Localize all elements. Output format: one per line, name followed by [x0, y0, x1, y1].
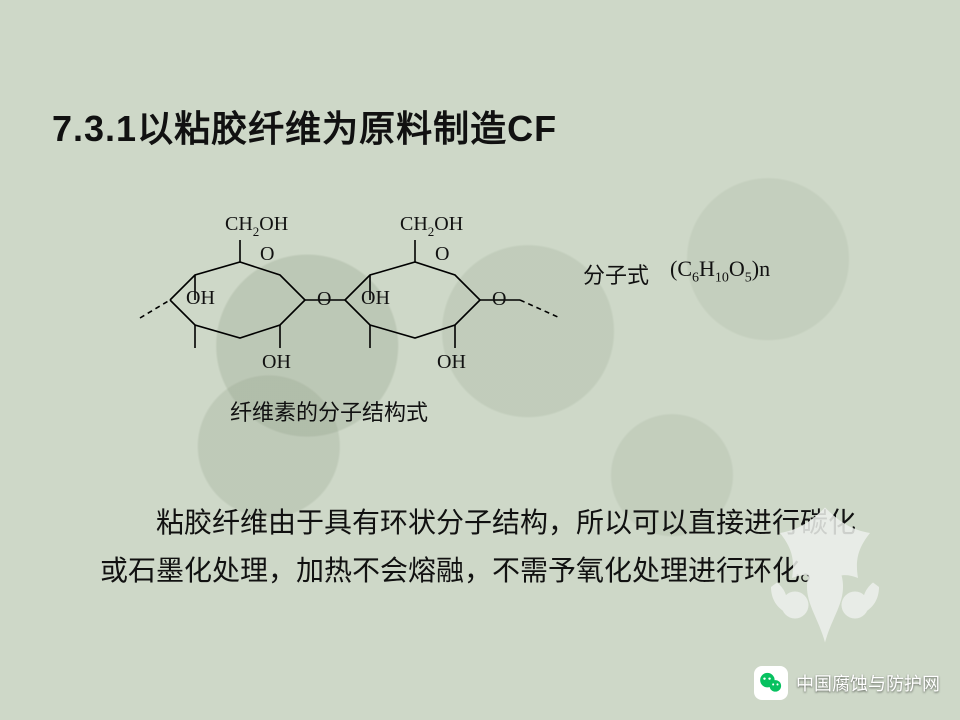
svg-text:CH2OH: CH2OH [400, 213, 463, 239]
label-ch2oh: CH [225, 213, 253, 235]
diagram-caption: 纤维素的分子结构式 [230, 395, 428, 427]
svg-text:CH2OH: CH2OH [225, 213, 288, 239]
formula-label: 分子式 [583, 258, 649, 290]
label-oh-inner-2: OH [361, 287, 390, 309]
label-ch2oh-2: CH [400, 213, 428, 235]
label-oh-bottom-1: OH [262, 351, 291, 373]
label-o-bridge-1: O [317, 288, 331, 310]
slide: 7.3.1以粘胶纤维为原料制造CF [0, 0, 960, 720]
cellulose-structure-diagram: CH2OH O OH O OH CH2OH O OH O OH [140, 200, 570, 410]
label-o-ring-2: O [435, 243, 449, 265]
label-oh-bottom-2: OH [437, 351, 466, 373]
watermark-text: 中国腐蚀与防护网 [796, 670, 940, 696]
decorative-flower-icon [750, 500, 900, 650]
slide-title: 7.3.1以粘胶纤维为原料制造CF [52, 100, 557, 152]
watermark: 中国腐蚀与防护网 [754, 666, 940, 700]
wechat-icon [754, 666, 788, 700]
label-o-ring: O [260, 243, 274, 265]
formula-value: (C6H10O5)n [670, 256, 770, 286]
label-oh-inner-1: OH [186, 287, 215, 309]
label-o-bridge-2: O [492, 288, 506, 310]
